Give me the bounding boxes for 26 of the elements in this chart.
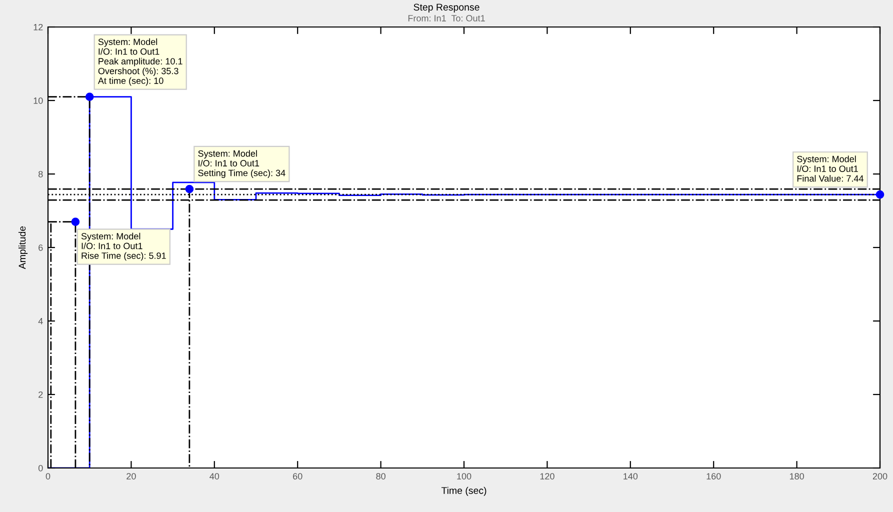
x-tick-label: 160 bbox=[706, 473, 721, 480]
y-tick-label: 10 bbox=[34, 97, 43, 104]
x-tick-label: 180 bbox=[790, 473, 804, 480]
y-tick-label: 8 bbox=[38, 170, 43, 178]
y-tick-label: 0 bbox=[38, 464, 43, 472]
x-tick-label: 120 bbox=[540, 473, 554, 480]
annotation: System: Model I/O: In1 to Out1 Rise Time (sec): 5.91 bbox=[81, 232, 166, 261]
x-tick-label: 40 bbox=[210, 473, 220, 480]
chart-title: Step Response bbox=[414, 4, 480, 13]
y-tick-label: 12 bbox=[34, 24, 43, 30]
x-tick-label: 60 bbox=[293, 473, 302, 480]
x-axis-title: Time (sec) bbox=[441, 486, 486, 496]
x-tick-label: 20 bbox=[126, 473, 136, 480]
annotation: System: Model I/O: In1 to Out1 Peak amplitude: 10.1 Overshoot (%): 35.3 At time (sec): 10 bbox=[98, 38, 182, 86]
y-tick-label: 4 bbox=[38, 318, 43, 324]
x-tick-label: 100 bbox=[457, 473, 472, 480]
x-tick-label: 140 bbox=[624, 473, 638, 480]
annotation: System: Model I/O: In1 to Out1 Setting Time (sec): 34 bbox=[198, 150, 286, 178]
y-axis-title: Amplitude bbox=[18, 226, 28, 270]
y-tick-label: 2 bbox=[38, 391, 43, 398]
x-tick-label: 200 bbox=[872, 473, 888, 480]
annotation: System: Model I/O: In1 to Out1 Final Value: 7.44 bbox=[797, 156, 864, 182]
x-tick-label: 0 bbox=[46, 473, 50, 480]
chart-subtitle: From: In1 To: Out1 bbox=[408, 15, 485, 22]
x-tick-label: 80 bbox=[376, 473, 386, 480]
y-tick-label: 6 bbox=[38, 244, 43, 251]
